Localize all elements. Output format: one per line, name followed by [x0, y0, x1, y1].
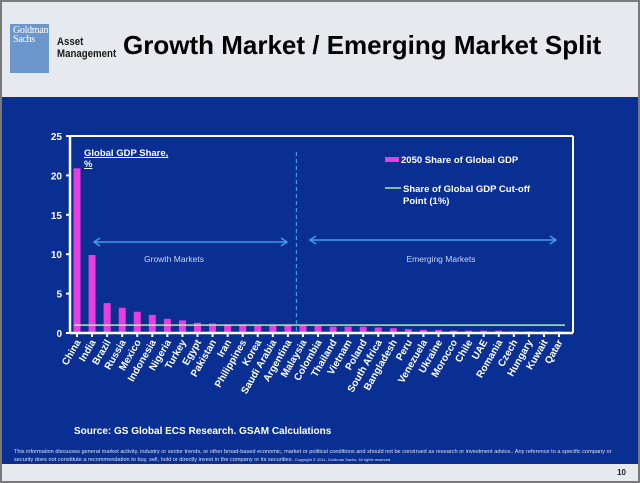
page-number: 10 — [617, 468, 626, 477]
legend-swatch-bar — [385, 157, 399, 162]
bar-argentina — [284, 325, 292, 333]
disclaimer-text: This information discusses general marke… — [14, 449, 612, 463]
chart-panel — [2, 97, 638, 464]
legend-label-line-1: Share of Global GDP Cut-off — [403, 184, 531, 195]
bar-china — [73, 168, 81, 333]
legend-label-bar: 2050 Share of Global GDP — [401, 155, 519, 166]
bar-iran — [224, 324, 232, 333]
bar-philippines — [239, 324, 247, 333]
arrowhead-right-icon — [549, 235, 558, 245]
legend-label-line-2: Point (1%) — [403, 196, 449, 207]
goldman-sachs-logo: Goldman Sachs — [10, 24, 49, 73]
y-axis-title-line-1: Global GDP Share, — [84, 148, 168, 159]
emerging-markets-label: Emerging Markets — [407, 254, 476, 264]
bar-saudi-arabia — [269, 325, 277, 333]
bar-malaysia — [299, 325, 307, 333]
market-annotations: Growth Markets Emerging Markets — [92, 235, 558, 264]
plot-frame — [68, 135, 574, 335]
bar-korea — [254, 325, 262, 333]
y-tick-label: 25 — [51, 132, 63, 143]
source-note: Source: GS Global ECS Research. GSAM Cal… — [74, 426, 332, 437]
slide-title: Growth Market / Emerging Market Split — [123, 30, 602, 60]
bar-brazil — [103, 303, 111, 333]
bar-venezuela — [419, 329, 427, 333]
y-axis: 0 5 10 15 20 25 — [51, 132, 70, 340]
bar-ukraine — [435, 329, 442, 333]
y-tick-label: 10 — [51, 250, 63, 261]
growth-markets-label: Growth Markets — [144, 254, 204, 264]
bar-vietnam — [344, 326, 352, 333]
brand-line-2: Management — [57, 48, 117, 60]
x-axis: ChinaIndiaBrazilRussiaMexicoIndonesiaNig… — [60, 333, 566, 396]
bar-russia — [118, 307, 126, 333]
bar-bangladesh — [389, 328, 397, 333]
copyright: Copyright © 2011, Goldman Sachs. All rig… — [294, 457, 392, 462]
y-tick-label: 20 — [51, 171, 63, 182]
bar-mexico — [133, 311, 141, 333]
disclaimer: This information discusses general marke… — [14, 449, 624, 464]
bar-indonesia — [148, 314, 156, 333]
arrowhead-left-icon — [308, 235, 317, 245]
footer-bar: 10 — [2, 464, 638, 481]
bar-india — [88, 254, 96, 333]
y-tick-label: 15 — [51, 211, 63, 222]
brand-name: Asset Management — [57, 36, 116, 60]
bar-thailand — [329, 326, 337, 333]
bar-poland — [359, 326, 367, 333]
bar-egypt — [194, 322, 201, 333]
y-tick-label: 5 — [56, 290, 62, 301]
logo-line-2: Sachs — [13, 34, 35, 45]
slide-header: Goldman Sachs Asset Management Growth Ma… — [2, 2, 638, 97]
arrowhead-left-icon — [92, 237, 101, 247]
bar-pakistan — [209, 323, 217, 333]
bar-colombia — [314, 325, 322, 333]
bar-south-africa — [374, 327, 382, 333]
bar-turkey — [178, 320, 186, 333]
arrowhead-right-icon — [280, 237, 289, 247]
legend: 2050 Share of Global GDP Share of Global… — [385, 155, 531, 207]
brand-line-1: Asset — [57, 36, 84, 48]
bar-nigeria — [163, 318, 171, 333]
bar-peru — [404, 329, 412, 333]
y-tick-label: 0 — [56, 329, 62, 340]
logo-line-1: Goldman — [13, 25, 49, 36]
y-axis-title-line-2: % — [84, 159, 93, 170]
